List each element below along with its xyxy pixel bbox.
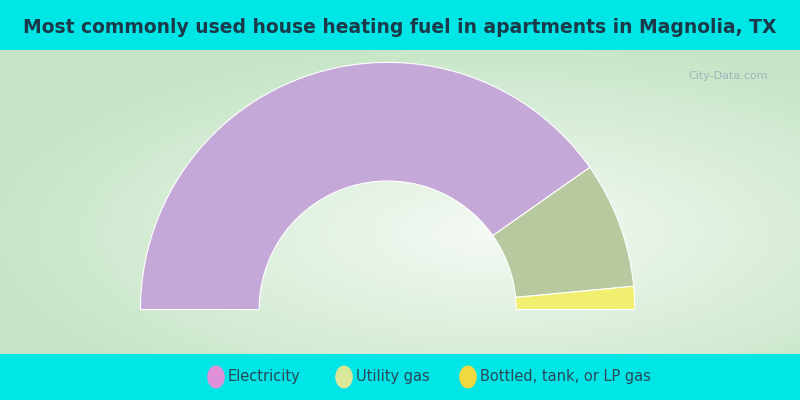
Ellipse shape xyxy=(207,366,225,388)
Text: Bottled, tank, or LP gas: Bottled, tank, or LP gas xyxy=(480,370,651,384)
Wedge shape xyxy=(515,286,634,310)
Text: City-Data.com: City-Data.com xyxy=(688,71,768,81)
Ellipse shape xyxy=(459,366,477,388)
Text: Electricity: Electricity xyxy=(228,370,301,384)
Ellipse shape xyxy=(335,366,353,388)
Text: Utility gas: Utility gas xyxy=(356,370,430,384)
Text: Most commonly used house heating fuel in apartments in Magnolia, TX: Most commonly used house heating fuel in… xyxy=(23,18,777,37)
Wedge shape xyxy=(141,62,590,310)
Wedge shape xyxy=(493,167,634,298)
